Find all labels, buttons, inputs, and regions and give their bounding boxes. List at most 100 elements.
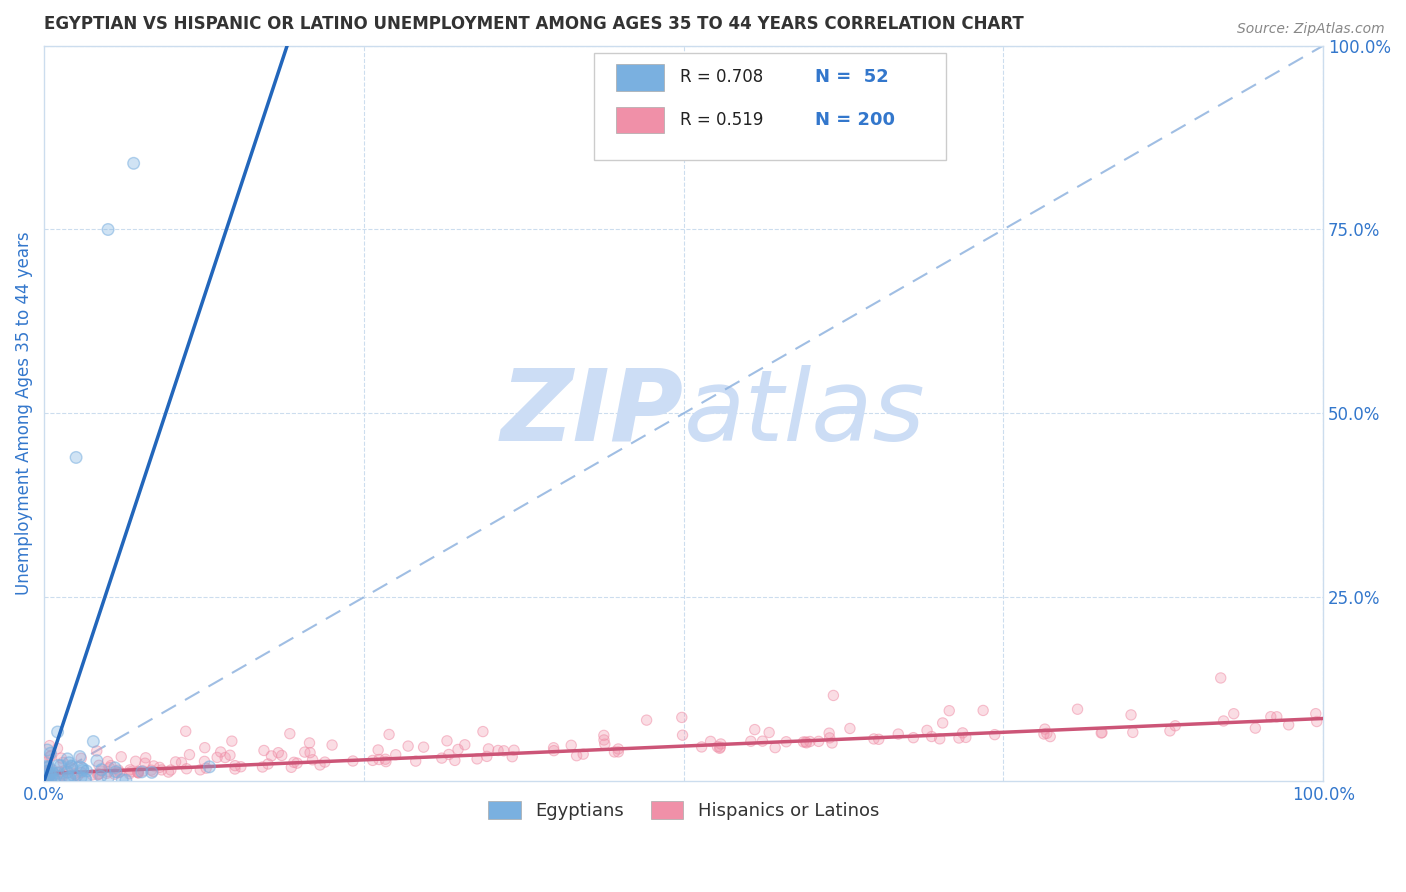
Point — [636, 713, 658, 727]
Point — [35, 765, 58, 780]
Point — [60, 760, 83, 774]
Point — [97, 771, 120, 785]
FancyBboxPatch shape — [616, 107, 665, 133]
Point — [823, 689, 845, 703]
Point — [378, 727, 401, 741]
Point — [1039, 730, 1062, 744]
Point — [543, 744, 565, 758]
Point — [1032, 727, 1054, 741]
Point — [56, 752, 79, 766]
Point — [86, 754, 108, 768]
Point — [35, 764, 58, 779]
Point — [124, 754, 146, 768]
Point — [56, 765, 79, 780]
Point — [270, 748, 292, 763]
Point — [868, 732, 890, 747]
Point — [367, 743, 389, 757]
Point — [983, 728, 1005, 742]
Point — [38, 760, 60, 774]
Point — [120, 764, 142, 779]
Point — [794, 735, 817, 749]
Point — [709, 741, 731, 756]
Point — [86, 744, 108, 758]
Point — [35, 761, 58, 775]
Point — [70, 760, 93, 774]
Point — [593, 733, 616, 747]
Point — [501, 749, 523, 764]
Point — [46, 758, 69, 772]
Point — [603, 745, 626, 759]
Point — [58, 771, 80, 785]
Point — [1306, 714, 1329, 729]
Point — [97, 755, 120, 769]
Point — [35, 764, 58, 779]
Point — [948, 731, 970, 745]
Point — [56, 771, 79, 785]
Point — [108, 765, 131, 780]
Point — [107, 765, 129, 780]
Point — [42, 768, 65, 782]
Point — [39, 773, 62, 788]
Point — [76, 764, 98, 778]
Point — [97, 764, 120, 779]
Point — [65, 450, 87, 465]
Y-axis label: Unemployment Among Ages 35 to 44 years: Unemployment Among Ages 35 to 44 years — [15, 232, 32, 595]
Point — [758, 725, 780, 739]
Point — [224, 762, 246, 776]
Point — [972, 703, 994, 717]
Point — [796, 736, 818, 750]
Point — [90, 769, 112, 783]
Point — [740, 734, 762, 748]
Point — [49, 758, 72, 772]
Point — [931, 715, 953, 730]
Point — [52, 770, 75, 784]
Point — [260, 748, 283, 763]
Point — [96, 766, 118, 780]
Point — [86, 768, 108, 782]
Point — [35, 764, 58, 778]
Point — [314, 755, 336, 769]
Point — [592, 728, 614, 742]
Point — [70, 751, 93, 765]
Point — [298, 736, 321, 750]
Point — [699, 734, 721, 748]
Point — [141, 765, 163, 780]
Point — [607, 742, 630, 756]
Point — [39, 746, 62, 760]
Point — [38, 768, 60, 782]
Point — [45, 772, 67, 787]
Point — [955, 731, 977, 745]
Point — [751, 734, 773, 748]
Point — [76, 764, 98, 778]
Point — [471, 724, 494, 739]
Point — [807, 734, 830, 748]
Point — [205, 750, 228, 764]
Point — [775, 735, 797, 749]
Point — [471, 724, 494, 739]
Point — [38, 768, 60, 782]
Point — [38, 739, 60, 753]
Point — [921, 730, 943, 744]
Point — [90, 763, 112, 777]
Point — [35, 761, 58, 775]
Point — [706, 739, 728, 754]
Point — [51, 751, 73, 765]
Point — [270, 748, 292, 763]
Point — [56, 771, 79, 785]
Point — [87, 758, 110, 772]
Point — [193, 755, 215, 769]
Point — [593, 737, 616, 751]
Point — [309, 758, 332, 772]
Point — [142, 764, 165, 779]
Point — [301, 753, 323, 767]
Point — [744, 723, 766, 737]
Point — [46, 766, 69, 780]
Point — [799, 734, 821, 748]
Point — [97, 771, 120, 785]
Point — [65, 768, 87, 782]
Point — [690, 739, 713, 754]
Point — [475, 749, 498, 764]
Point — [63, 766, 86, 780]
Point — [342, 754, 364, 768]
Point — [141, 763, 163, 777]
